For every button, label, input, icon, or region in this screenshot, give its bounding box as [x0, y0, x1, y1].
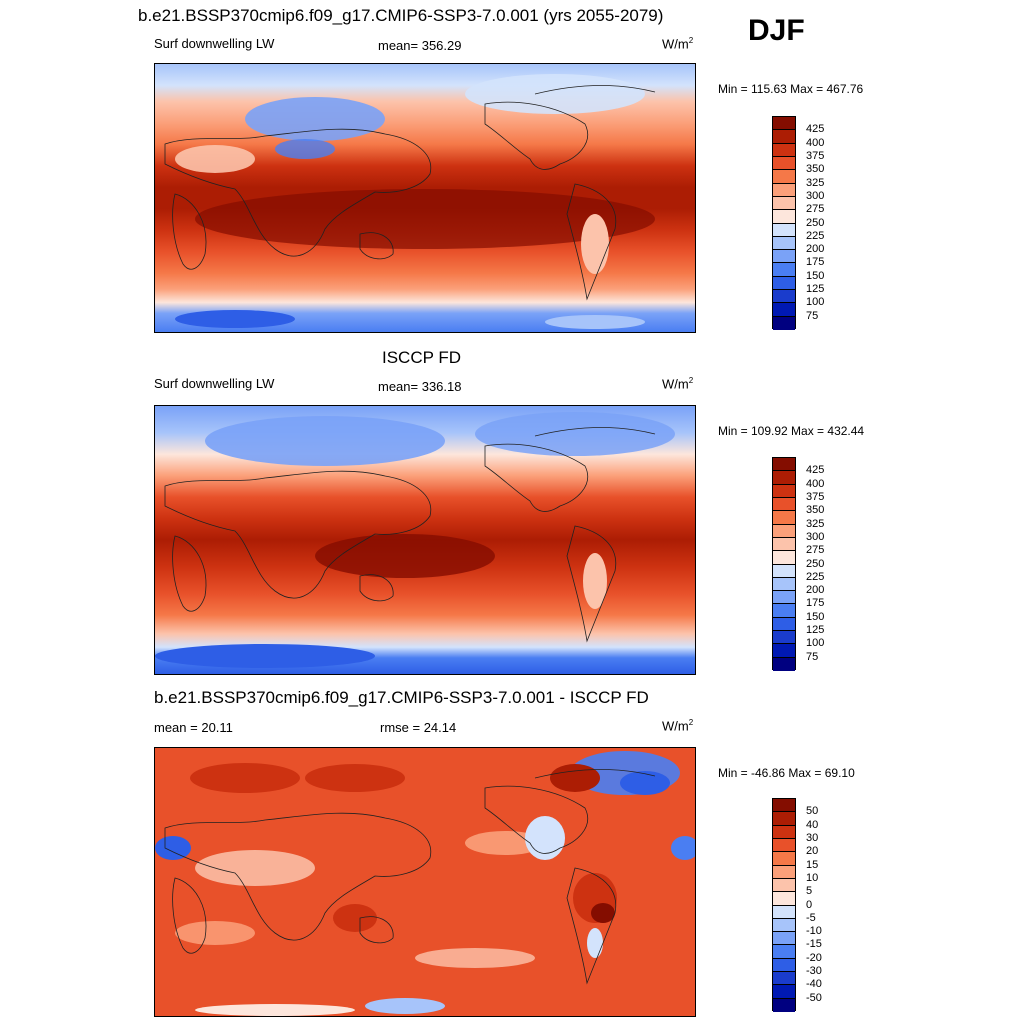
colorbar-tick-label: 400 [806, 477, 825, 490]
colorbar-tick-label: 400 [806, 136, 825, 149]
colorbar-tick-label: 375 [806, 490, 825, 503]
colorbar-tick-label: 10 [806, 871, 819, 884]
panel1-map [154, 63, 696, 333]
colorbar-tick-label: -10 [806, 925, 822, 938]
panel2-colorbar [772, 457, 796, 671]
colorbar-tick-label: 40 [806, 818, 819, 831]
colorbar-tick-label: 0 [806, 898, 813, 911]
colorbar-tick-label: 20 [806, 845, 819, 858]
panel2-map [154, 405, 696, 675]
colorbar-tick-label: 350 [806, 163, 825, 176]
colorbar-tick-label: -50 [806, 991, 822, 1004]
colorbar-tick-label: 225 [806, 229, 825, 242]
colorbar-tick-label: 425 [806, 464, 825, 477]
colorbar-tick-label: 250 [806, 557, 825, 570]
colorbar-tick-label: -5 [806, 911, 816, 924]
panel1-variable-label: Surf downwelling LW [154, 36, 275, 51]
panel3-mean-label: mean = 20.11 [154, 720, 233, 735]
panel1-colorbar [772, 116, 796, 330]
colorbar-tick-label: 275 [806, 544, 825, 557]
panel3-title: b.e21.BSSP370cmip6.f09_g17.CMIP6-SSP3-7.… [154, 688, 649, 707]
colorbar-tick-label: 75 [806, 309, 819, 322]
panel3-colorbar [772, 798, 796, 1012]
colorbar-tick-label: 125 [806, 283, 825, 296]
colorbar-tick-label: 5 [806, 885, 813, 898]
panel3-map [154, 747, 696, 1017]
colorbar-tick-label: 250 [806, 216, 825, 229]
colorbar-tick-label: 150 [806, 610, 825, 623]
colorbar-tick-label: 200 [806, 243, 825, 256]
colorbar-tick-label: 100 [806, 637, 825, 650]
colorbar-tick-label: 325 [806, 176, 825, 189]
panel3-minmax-label: Min = -46.86 Max = 69.10 [718, 766, 855, 780]
colorbar-tick-label: 300 [806, 189, 825, 202]
season-label: DJF [748, 14, 805, 47]
panel2-units-label: W/m2 [662, 376, 694, 392]
colorbar-tick-label: -40 [806, 978, 822, 991]
colorbar-tick-label: 300 [806, 530, 825, 543]
colorbar-tick-label: 30 [806, 831, 819, 844]
colorbar-tick-label: 375 [806, 149, 825, 162]
panel2-mean-label: mean= 336.18 [378, 379, 462, 394]
colorbar-tick-label: -30 [806, 965, 822, 978]
colorbar-tick-label: 225 [806, 570, 825, 583]
colorbar-tick-label: 425 [806, 123, 825, 136]
colorbar-tick-label: 125 [806, 624, 825, 637]
panel1-mean-label: mean= 356.29 [378, 38, 462, 53]
colorbar-tick-label: -20 [806, 951, 822, 964]
panel1-minmax-label: Min = 115.63 Max = 467.76 [718, 82, 864, 96]
colorbar-tick-label: 275 [806, 203, 825, 216]
colorbar-tick-label: 15 [806, 858, 819, 871]
panel2-title: ISCCP FD [382, 348, 462, 367]
panel3-units-label: W/m2 [662, 718, 694, 734]
panel2-variable-label: Surf downwelling LW [154, 376, 275, 391]
colorbar-tick-label: 100 [806, 296, 825, 309]
panel1-units-label: W/m2 [662, 36, 694, 52]
colorbar-tick-label: -15 [806, 938, 822, 951]
colorbar-tick-label: 325 [806, 517, 825, 530]
colorbar-tick-label: 150 [806, 269, 825, 282]
colorbar-tick-label: 175 [806, 597, 825, 610]
figure-title: b.e21.BSSP370cmip6.f09_g17.CMIP6-SSP3-7.… [138, 6, 664, 25]
colorbar-tick-label: 350 [806, 504, 825, 517]
colorbar-tick-label: 200 [806, 584, 825, 597]
colorbar-tick-label: 175 [806, 256, 825, 269]
colorbar-tick-label: 50 [806, 805, 819, 818]
panel2-minmax-label: Min = 109.92 Max = 432.44 [718, 424, 865, 438]
panel3-rmse-label: rmse = 24.14 [380, 720, 457, 735]
colorbar-tick-label: 75 [806, 650, 819, 663]
